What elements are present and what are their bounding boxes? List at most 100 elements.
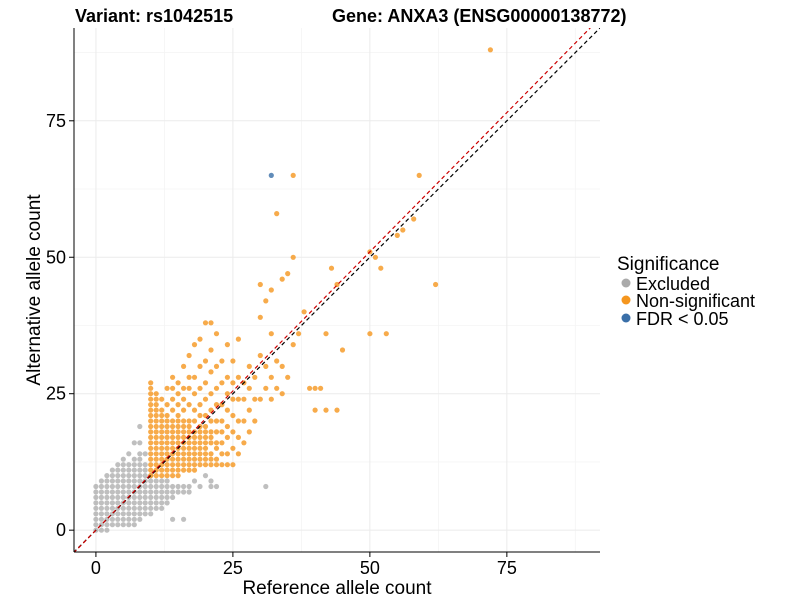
point-excluded: [153, 478, 159, 484]
point-non-significant: [224, 423, 230, 430]
point-non-significant: [224, 462, 230, 468]
point-non-significant: [164, 412, 170, 419]
point-excluded: [148, 511, 154, 517]
legend-item-fdr: FDR < 0.05: [621, 309, 729, 329]
point-excluded: [186, 489, 192, 495]
point-non-significant: [213, 331, 220, 337]
point-non-significant: [148, 380, 154, 386]
point-excluded: [131, 473, 137, 479]
point-excluded: [131, 522, 137, 528]
point-excluded: [109, 489, 115, 495]
point-non-significant: [197, 412, 203, 419]
point-excluded: [137, 462, 143, 468]
point-non-significant: [148, 467, 154, 473]
point-non-significant: [224, 407, 230, 413]
point-excluded: [142, 494, 148, 500]
point-excluded: [131, 505, 137, 511]
point-non-significant: [164, 423, 170, 430]
point-non-significant: [202, 440, 209, 446]
point-excluded: [98, 489, 104, 495]
point-non-significant: [148, 385, 154, 391]
point-excluded: [120, 494, 126, 500]
point-excluded: [109, 483, 115, 490]
point-non-significant: [148, 445, 154, 451]
point-non-significant: [175, 467, 181, 473]
point-excluded: [120, 478, 126, 484]
point-non-significant: [213, 418, 220, 424]
point-non-significant: [246, 407, 252, 413]
point-excluded: [131, 440, 137, 446]
legend-label-fdr: FDR < 0.05: [636, 309, 729, 329]
point-non-significant: [175, 380, 181, 386]
point-excluded: [126, 467, 132, 473]
point-non-significant: [252, 418, 258, 424]
point-excluded: [142, 467, 148, 473]
point-non-significant: [208, 320, 214, 326]
point-non-significant: [241, 396, 247, 402]
point-non-significant: [191, 440, 198, 446]
point-excluded: [126, 505, 132, 511]
point-non-significant: [202, 396, 209, 402]
point-non-significant: [230, 358, 236, 364]
point-non-significant: [153, 456, 159, 462]
point-non-significant: [181, 429, 187, 435]
point-excluded: [263, 483, 269, 490]
point-non-significant: [181, 445, 187, 451]
point-excluded: [137, 478, 143, 484]
point-non-significant: [153, 412, 159, 419]
point-non-significant: [208, 391, 214, 397]
point-non-significant: [252, 396, 258, 402]
point-non-significant: [274, 358, 280, 364]
point-excluded: [104, 511, 110, 517]
point-excluded: [131, 467, 137, 473]
point-non-significant: [246, 429, 252, 435]
x-tick-label: 75: [497, 558, 517, 578]
point-non-significant: [164, 418, 170, 424]
point-non-significant: [153, 423, 159, 430]
point-non-significant: [164, 451, 170, 457]
point-excluded: [186, 483, 192, 490]
point-excluded: [109, 467, 115, 473]
point-non-significant: [274, 385, 280, 391]
point-non-significant: [197, 434, 203, 440]
point-non-significant: [219, 429, 225, 435]
point-non-significant: [148, 462, 154, 468]
point-excluded: [98, 505, 104, 511]
point-non-significant: [246, 385, 252, 391]
point-excluded: [137, 505, 143, 511]
point-excluded: [181, 483, 187, 490]
point-non-significant: [181, 396, 187, 402]
point-non-significant: [197, 336, 203, 342]
point-non-significant: [148, 451, 154, 457]
point-excluded: [131, 500, 137, 506]
point-non-significant: [181, 385, 187, 391]
y-tick-label: 25: [46, 384, 66, 404]
y-axis-title: Alternative allele count: [24, 194, 45, 386]
point-non-significant: [186, 385, 192, 391]
point-non-significant: [186, 445, 192, 451]
point-non-significant: [290, 342, 296, 348]
legend-title: Significance: [617, 254, 719, 275]
point-excluded: [142, 500, 148, 506]
point-non-significant: [159, 423, 165, 430]
point-non-significant: [191, 391, 198, 397]
point-excluded: [93, 494, 99, 500]
point-excluded: [115, 483, 121, 490]
point-fdr-0-05: [268, 172, 274, 178]
point-excluded: [126, 483, 132, 490]
point-non-significant: [186, 467, 192, 473]
point-non-significant: [159, 440, 165, 446]
point-non-significant: [208, 451, 214, 457]
point-non-significant: [186, 402, 192, 408]
point-excluded: [115, 467, 121, 473]
point-non-significant: [175, 440, 181, 446]
point-excluded: [126, 516, 132, 522]
point-excluded: [126, 451, 132, 457]
point-non-significant: [148, 396, 154, 402]
point-excluded: [137, 473, 143, 479]
x-tick-label: 50: [360, 558, 380, 578]
point-non-significant: [153, 429, 159, 435]
point-excluded: [137, 440, 143, 446]
legend-item-excluded: Excluded: [621, 274, 710, 294]
point-non-significant: [202, 434, 209, 440]
